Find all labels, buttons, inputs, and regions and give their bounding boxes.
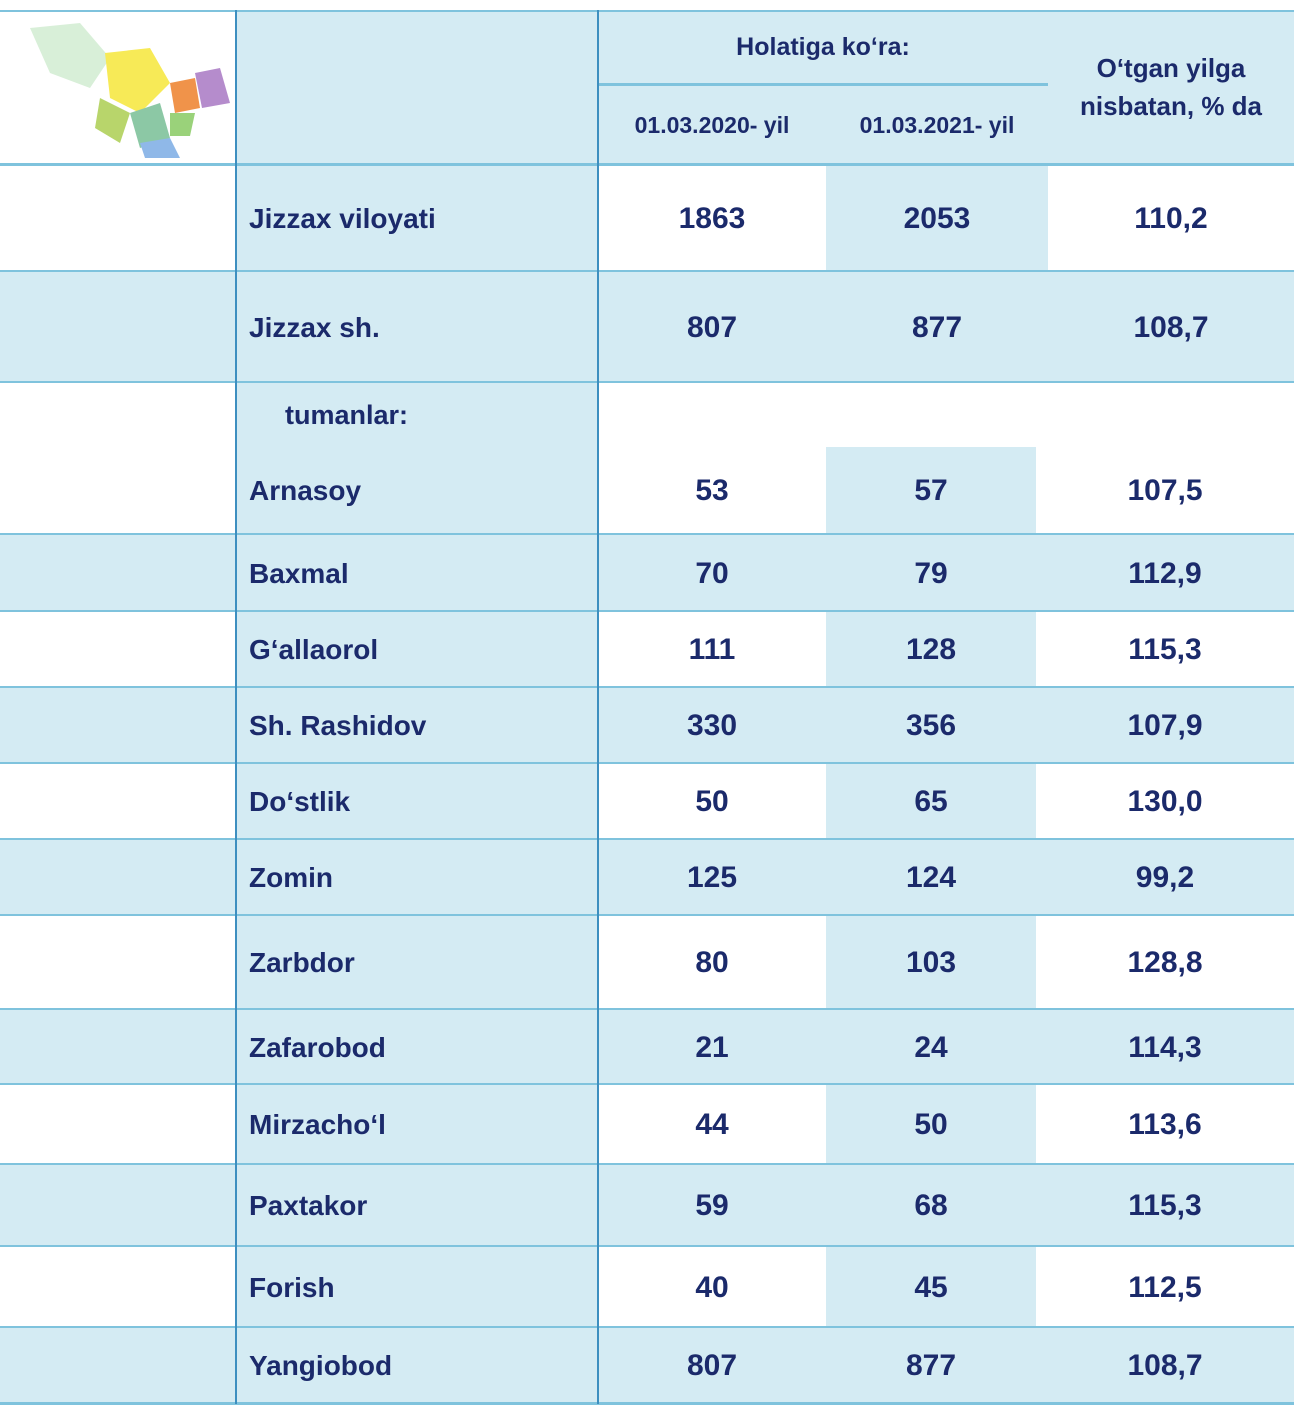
row-border [0, 1008, 1294, 1011]
cell-value: 103 [826, 916, 1036, 1010]
row-border [0, 686, 1294, 689]
row-border [0, 1163, 1294, 1166]
cell-percent: 107,5 [1036, 447, 1294, 535]
cell-percent: 130,0 [1036, 764, 1294, 840]
row-name: Mirzacho‘l [235, 1085, 598, 1165]
cell-value: 128 [826, 612, 1036, 688]
cell-percent: 110,2 [1048, 165, 1294, 272]
row-border [0, 1245, 1294, 1248]
row-border [0, 610, 1294, 613]
row-blank [0, 916, 235, 1010]
cell-percent: 99,2 [1036, 840, 1294, 916]
row-name: Jizzax viloyati [235, 165, 598, 272]
row-name: Baxmal [235, 535, 598, 612]
row-name: Paxtakor [235, 1165, 598, 1247]
row-blank [0, 272, 235, 383]
cell-percent: 112,9 [1036, 535, 1294, 612]
row-name: Zarbdor [235, 916, 598, 1010]
cell-value: 356 [826, 688, 1036, 764]
row-name: Jizzax sh. [235, 272, 598, 383]
row-blank [0, 1085, 235, 1165]
section-label: tumanlar: [235, 383, 598, 447]
cell-value: 80 [598, 916, 826, 1010]
header-border [0, 10, 1294, 12]
row-blank [598, 383, 1294, 447]
cell-percent: 128,8 [1036, 916, 1294, 1010]
row-name: Zafarobod [235, 1010, 598, 1085]
cell-value: 111 [598, 612, 826, 688]
row-name: Yangiobod [235, 1328, 598, 1404]
header-date: 01.03.2020- yil [598, 85, 826, 165]
header-ratio: O‘tgan yilga nisbatan, % da [1048, 10, 1294, 165]
cell-value: 45 [826, 1247, 1036, 1328]
row-border [0, 533, 1294, 536]
row-border [0, 381, 1294, 384]
header-date: 01.03.2021- yil [826, 85, 1048, 165]
cell-value: 79 [826, 535, 1036, 612]
header-blank [235, 10, 598, 165]
row-blank [0, 612, 235, 688]
cell-percent: 113,6 [1036, 1085, 1294, 1165]
row-border [0, 838, 1294, 841]
cell-value: 70 [598, 535, 826, 612]
cell-value: 50 [598, 764, 826, 840]
cell-value: 68 [826, 1165, 1036, 1247]
row-blank [0, 840, 235, 916]
column-border [597, 10, 599, 1404]
row-name: Do‘stlik [235, 764, 598, 840]
row-blank [0, 447, 235, 535]
cell-value: 59 [598, 1165, 826, 1247]
row-name: Sh. Rashidov [235, 688, 598, 764]
cell-percent: 108,7 [1048, 272, 1294, 383]
cell-value: 877 [826, 1328, 1036, 1404]
cell-value: 125 [598, 840, 826, 916]
header-border [598, 83, 1048, 86]
row-border [0, 1326, 1294, 1329]
cell-value: 807 [598, 272, 826, 383]
cell-percent: 108,7 [1036, 1328, 1294, 1404]
cell-value: 50 [826, 1085, 1036, 1165]
cell-percent: 107,9 [1036, 688, 1294, 764]
row-border [0, 270, 1294, 273]
row-blank [0, 764, 235, 840]
row-blank [0, 1165, 235, 1247]
cell-percent: 115,3 [1036, 1165, 1294, 1247]
row-name: Forish [235, 1247, 598, 1328]
cell-value: 2053 [826, 165, 1048, 272]
cell-value: 44 [598, 1085, 826, 1165]
cell-value: 24 [826, 1010, 1036, 1085]
cell-value: 807 [598, 1328, 826, 1404]
row-blank [0, 1247, 235, 1328]
cell-value: 1863 [598, 165, 826, 272]
cell-percent: 115,3 [1036, 612, 1294, 688]
cell-value: 877 [826, 272, 1048, 383]
cell-value: 65 [826, 764, 1036, 840]
cell-percent: 112,5 [1036, 1247, 1294, 1328]
row-name: G‘allaorol [235, 612, 598, 688]
row-name: Arnasoy [235, 447, 598, 535]
row-border [0, 762, 1294, 765]
cell-value: 40 [598, 1247, 826, 1328]
row-blank [0, 688, 235, 764]
column-border [235, 10, 237, 1404]
header-border [0, 163, 1294, 166]
row-blank [0, 535, 235, 612]
row-blank [0, 383, 235, 447]
header-group: Holatiga ko‘ra: [598, 10, 1048, 85]
map-icon [30, 23, 230, 158]
cell-percent: 114,3 [1036, 1010, 1294, 1085]
row-blank [0, 1328, 235, 1404]
cell-value: 124 [826, 840, 1036, 916]
row-blank [0, 165, 235, 272]
cell-value: 21 [598, 1010, 826, 1085]
row-blank [0, 1010, 235, 1085]
cell-value: 53 [598, 447, 826, 535]
row-border [0, 914, 1294, 917]
row-name: Zomin [235, 840, 598, 916]
row-border [0, 1083, 1294, 1086]
cell-value: 330 [598, 688, 826, 764]
cell-value: 57 [826, 447, 1036, 535]
